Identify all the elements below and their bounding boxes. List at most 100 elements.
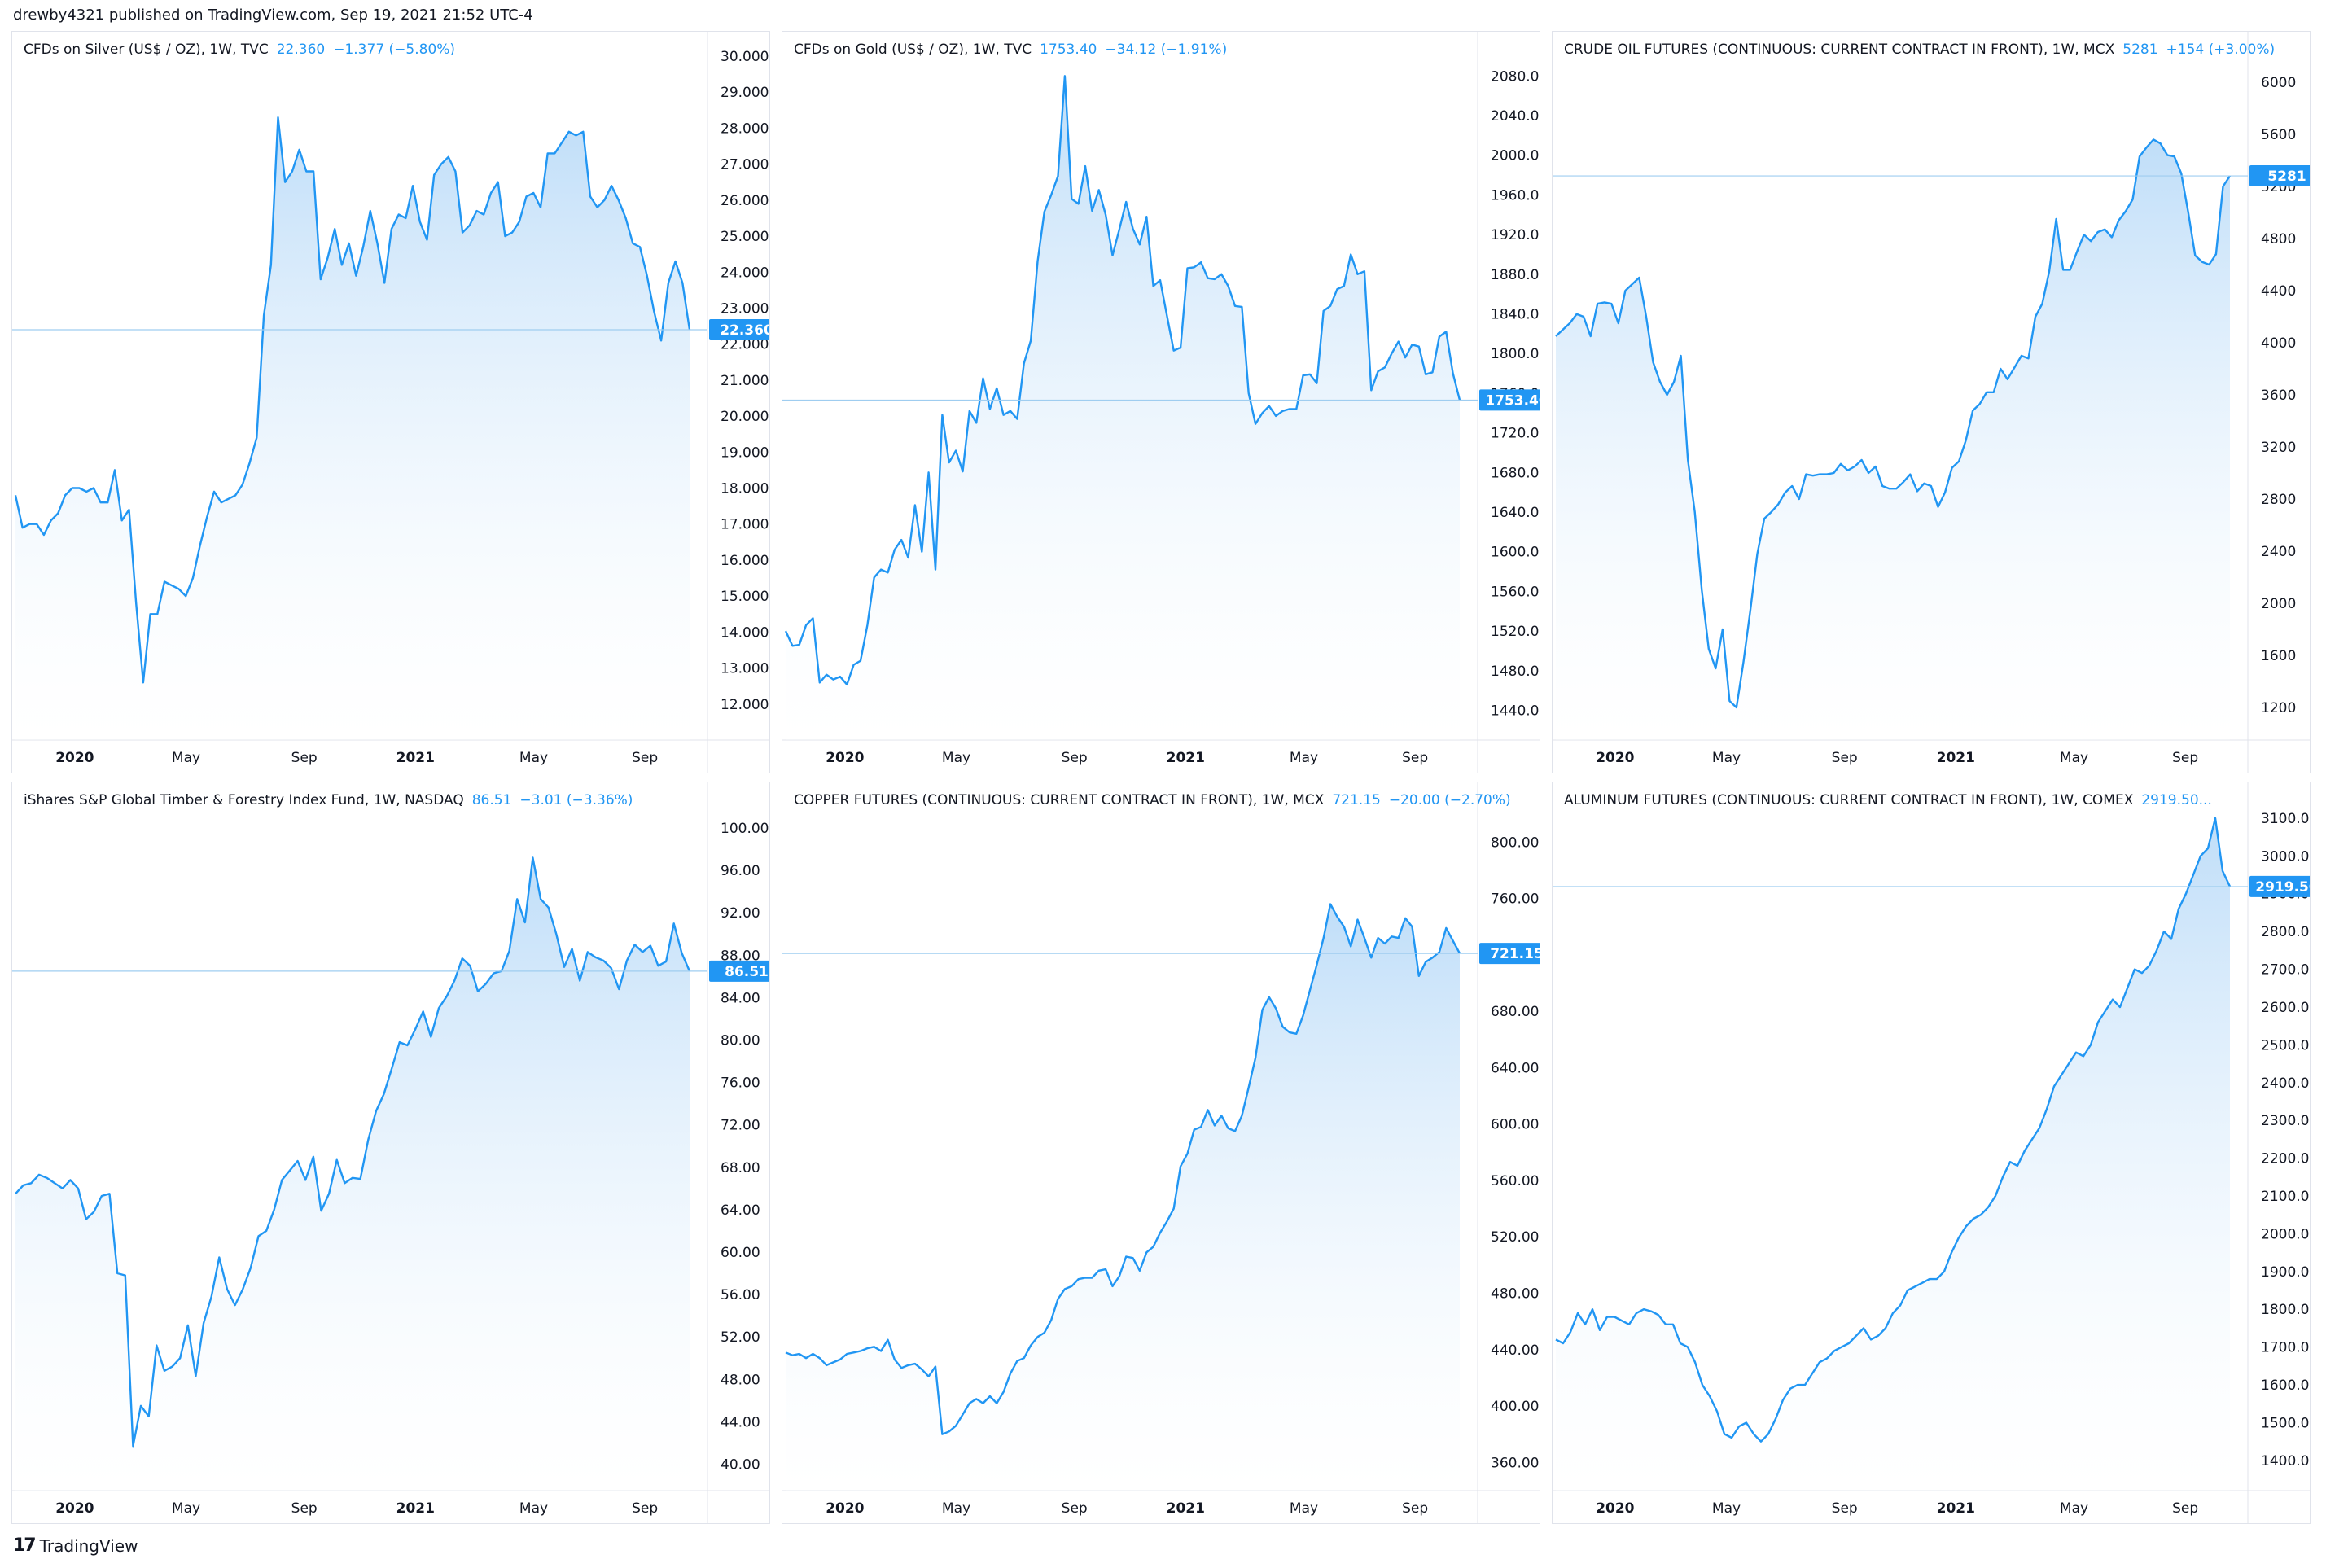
chart-title-row[interactable]: iShares S&P Global Timber & Forestry Ind… — [24, 792, 633, 808]
y-tick-label: 2300.00 — [2261, 1113, 2311, 1129]
series-area — [786, 76, 1460, 741]
y-tick-label: 64.00 — [721, 1202, 760, 1219]
x-tick-label: Sep — [291, 1500, 318, 1517]
y-tick-label: 1500.00 — [2261, 1415, 2311, 1431]
y-tick-label: 1600.00 — [1491, 545, 1540, 561]
y-tick-label: 100.00 — [721, 821, 769, 837]
chart-svg: 2080.00 2040.00 2000.00 1960.00 1920.00 1880.… — [782, 32, 1540, 773]
y-tick-label: 1400.00 — [2261, 1453, 2311, 1469]
chart-title-row[interactable]: CRUDE OIL FUTURES (CONTINUOUS: CURRENT C… — [1564, 42, 2275, 58]
x-tick-label: 2020 — [1596, 1500, 1634, 1517]
y-tick-label: 27.000 — [721, 157, 769, 173]
x-tick-label: Sep — [2172, 1500, 2198, 1517]
last-price: 1753.40 — [1040, 42, 1097, 58]
y-tick-label: 2100.00 — [2261, 1189, 2311, 1205]
y-tick-label: 3000.00 — [2261, 848, 2311, 865]
y-tick-label: 1600 — [2261, 648, 2296, 664]
y-tick-label: 2000.00 — [1491, 148, 1540, 164]
series-area — [1556, 817, 2230, 1491]
y-tick-label: 56.00 — [721, 1287, 760, 1303]
tradingview-brand[interactable]: 17 TradingView — [13, 1535, 138, 1556]
series-line — [785, 903, 1461, 1435]
y-tick-label: 18.000 — [721, 481, 769, 497]
y-tick-label: 1900.00 — [2261, 1264, 2311, 1281]
chart-svg: 30.000 29.000 28.000 27.000 26.000 25.000 24.0… — [12, 32, 770, 773]
x-tick-label: Sep — [1062, 1500, 1088, 1517]
y-tick-label: 400.00 — [1491, 1399, 1539, 1415]
chart-panel[interactable]: 2080.00 2040.00 2000.00 1960.00 1920.00 1880.… — [782, 31, 1540, 773]
last-price-badge-label: 22.360 — [720, 322, 770, 339]
x-tick-label: 2020 — [826, 750, 864, 766]
chart-title: CRUDE OIL FUTURES (CONTINUOUS: CURRENT C… — [1564, 42, 2115, 58]
chart-svg: 6000560052004800440040003600320028002400… — [1553, 32, 2310, 773]
y-tick-label: 26.000 — [721, 193, 769, 209]
chart-panel[interactable]: 800.00760.00720.00680.00640.00600.00560.… — [782, 782, 1540, 1524]
y-tick-label: 600.00 — [1491, 1117, 1539, 1133]
y-tick-label: 2000.00 — [2261, 1226, 2311, 1242]
x-tick-label: Sep — [632, 1500, 658, 1517]
x-tick-label: 2020 — [55, 750, 94, 766]
x-tick-label: May — [942, 1500, 970, 1517]
chart-panel[interactable]: 3100.003000.002900.002800.002700.002600.… — [1552, 782, 2311, 1524]
chart-panel[interactable]: 6000 5600 5200 4800 4400 4000 3600 3200 2800 2400… — [1552, 31, 2311, 773]
last-price: 86.51 — [471, 792, 512, 808]
y-tick-label: 1800.00 — [2261, 1302, 2311, 1318]
x-tick-label: May — [2060, 750, 2088, 766]
last-price-badge — [1479, 389, 1540, 411]
x-tick-label: 2021 — [396, 750, 435, 766]
y-tick-label: 1640.00 — [1491, 505, 1540, 521]
y-tick-label: 1720.00 — [1491, 426, 1540, 442]
x-tick-label: Sep — [1832, 750, 1858, 766]
x-tick-label: 2020 — [55, 1500, 94, 1517]
x-tick-label: May — [519, 1500, 548, 1517]
y-tick-label: 22.000 — [721, 337, 769, 353]
y-tick-label: 2500.00 — [2261, 1037, 2311, 1053]
y-tick-label: 44.00 — [721, 1414, 760, 1430]
x-tick-label: Sep — [1062, 750, 1088, 766]
chart-panel[interactable]: 100.00 96.00 92.00 88.00 84.00 80.00 76.00 72.0… — [11, 782, 770, 1524]
price-change: −3.01 (−3.36%) — [519, 792, 633, 808]
y-tick-label: 13.000 — [721, 661, 769, 677]
last-price-badge — [709, 319, 769, 340]
y-tick-label: 29.000 — [721, 85, 769, 101]
x-tick-label: 2021 — [396, 1500, 435, 1517]
chart-title-row[interactable]: ALUMINUM FUTURES (CONTINUOUS: CURRENT CO… — [1564, 792, 2212, 808]
series-line — [14, 116, 691, 684]
published-header: drewby4321 published on TradingView.com,… — [13, 7, 533, 24]
chart-title-row[interactable]: CFDs on Silver (US$ / OZ), 1W, TVC 22.360… — [24, 42, 455, 58]
y-tick-label: 68.00 — [721, 1160, 760, 1176]
y-tick-label: 4400 — [2261, 283, 2296, 300]
series-line — [1555, 817, 2232, 1443]
y-tick-label: 480.00 — [1491, 1286, 1539, 1303]
y-tick-label: 1700.00 — [2261, 1340, 2311, 1356]
y-tick-label: 19.000 — [721, 445, 769, 461]
x-tick-label: 2020 — [826, 1500, 864, 1517]
y-tick-label: 25.000 — [721, 229, 769, 245]
y-tick-label: 520.00 — [1491, 1229, 1539, 1246]
last-price: 5281 — [2122, 42, 2158, 58]
chart-panel[interactable]: 30.000 29.000 28.000 27.000 26.000 25.000 24.0… — [11, 31, 770, 773]
y-tick-label: 1200 — [2261, 700, 2296, 716]
y-tick-label: 3200 — [2261, 440, 2296, 456]
y-tick-label: 1480.00 — [1491, 664, 1540, 680]
y-tick-label: 60.00 — [721, 1245, 760, 1261]
y-tick-label: 2800.00 — [2261, 924, 2311, 940]
y-tick-label: 88.00 — [721, 948, 760, 964]
last-price-badge-label: 721.15 — [1490, 946, 1540, 962]
y-tick-label: 2040.00 — [1491, 108, 1540, 125]
y-tick-label: 17.000 — [721, 517, 769, 533]
y-tick-label: 40.00 — [721, 1456, 760, 1473]
y-tick-label: 23.000 — [721, 300, 769, 317]
y-tick-label: 52.00 — [721, 1329, 760, 1346]
chart-title-row[interactable]: CFDs on Gold (US$ / OZ), 1W, TVC 1753.40−… — [794, 42, 1227, 58]
y-tick-label: 72.00 — [721, 1118, 760, 1134]
last-price-badge-label: 86.51 — [725, 964, 769, 980]
x-tick-label: 2021 — [1167, 1500, 1205, 1517]
chart-title: iShares S&P Global Timber & Forestry Ind… — [24, 792, 464, 808]
last-price-badge — [709, 960, 769, 982]
chart-title-row[interactable]: COPPER FUTURES (CONTINUOUS: CURRENT CONT… — [794, 792, 1511, 808]
chart-svg: 3100.003000.002900.002800.002700.002600.… — [1553, 782, 2311, 1523]
chart-title: COPPER FUTURES (CONTINUOUS: CURRENT CONT… — [794, 792, 1325, 808]
y-tick-label: 1880.00 — [1491, 267, 1540, 283]
y-tick-label: 1840.00 — [1491, 307, 1540, 323]
